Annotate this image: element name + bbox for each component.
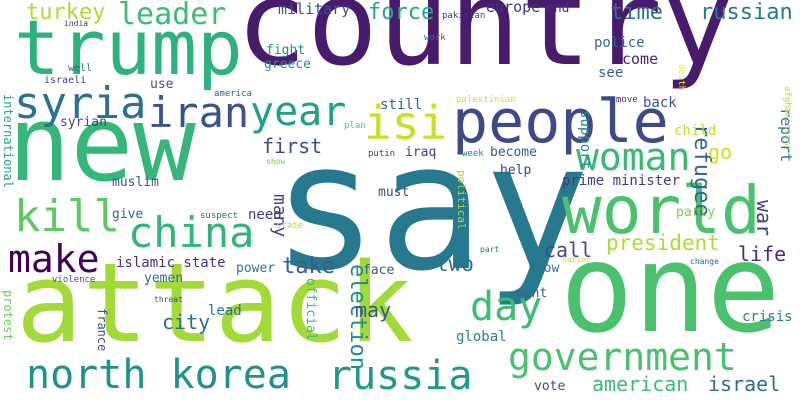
word-city: city [162,310,211,334]
word-end: end [546,1,570,16]
word-europe: europe [486,0,541,16]
word-become: become [490,145,537,160]
word-violence: violence [52,275,96,285]
word-putin: putin [368,149,396,159]
word-say: say [272,105,590,310]
word-greece: greece [264,57,311,72]
word-force: force [368,0,435,25]
word-lead: lead [208,303,242,319]
word-government: government [508,335,737,379]
word-call: call [544,238,593,262]
word-isi: isi [364,96,448,150]
word-military: military [278,0,351,18]
word-well: well [68,63,93,74]
word-global: global [456,329,507,345]
word-president: president [606,231,720,255]
word-war: war [752,200,776,237]
word-support: support [577,110,593,170]
word-international: international [1,94,15,188]
word-suspect: suspect [200,211,238,221]
word-protest: protest [1,290,15,341]
word-country: country [236,0,734,92]
word-american: american [592,372,689,396]
word-make: make [8,237,100,281]
word-political: political [455,170,468,230]
word-plan: plan [344,121,366,131]
word-want: want [516,286,548,301]
word-iran: iran [148,88,250,137]
word-take: take [282,254,335,279]
word-move: move [616,95,638,105]
word-year: year [250,89,347,135]
word-leader: leader [118,0,227,32]
word-change: change [690,257,719,266]
word-need: need [248,207,282,223]
word-people: people [452,87,669,157]
word-day: day [470,284,543,330]
word-know: know [528,261,560,276]
word-world: world [562,172,761,249]
word-threat: threat [154,295,183,304]
word-israel: israel [708,372,781,396]
word-give: give [112,207,144,222]
word-see: see [598,65,624,81]
word-turkey: turkey [26,0,106,25]
word-america: america [214,89,252,99]
word-crisis: crisis [742,309,793,325]
word-yemen: yemen [144,271,184,286]
word-palestinian: palestinian [456,95,516,105]
word-official: official [303,278,318,341]
word-nation: nation [562,255,591,264]
word-kill: kill [14,191,120,242]
word-france: france [95,308,109,352]
word-come: come [622,50,659,68]
word-state: state [276,221,304,231]
word-islamic-state: islamic state [116,255,226,271]
word-iraq: iraq [405,145,437,160]
word-muslim: muslim [112,175,159,190]
word-go: go [708,140,733,164]
word-show: show [266,157,286,166]
word-still: still [380,97,423,113]
word-vote: vote [534,379,566,394]
word-afghanistan: afghanistan [782,86,792,146]
word-face: face [363,263,395,278]
word-trump: trump [14,3,243,92]
word-may: may [355,298,392,322]
word-week: week [462,149,484,159]
word-police: police [594,35,645,51]
word-israeli: israeli [44,75,87,86]
word-back: back [643,95,677,111]
word-time: time [610,0,663,25]
word-fight: fight [266,43,306,58]
word-use: use [150,77,174,92]
word-work: work [424,33,446,43]
word-first: first [262,134,323,158]
word-child: child [674,123,717,139]
word-must: must [378,185,410,200]
word-life: life [738,242,787,266]
word-china: china [128,208,255,257]
word-prime-minister: prime minister [562,173,681,189]
word-death: death [676,64,686,92]
word-new: new [8,83,196,205]
word-india: india [64,19,89,28]
word-one: one [560,218,781,360]
word-syria: syria [14,78,147,129]
word-russia: russia [328,353,473,399]
word-part: part [480,245,500,254]
word-help: help [500,163,532,178]
word-woman: woman [576,135,691,179]
word-pakistan: pakistan [442,11,486,21]
word-north-korea: north korea [26,352,291,398]
word-party: party [676,205,716,220]
word-two: two [436,252,474,276]
word-russian: russian [700,0,793,25]
word-power: power [236,261,276,276]
word-attack: attack [16,239,414,367]
word-syrian: syrian [60,115,107,130]
